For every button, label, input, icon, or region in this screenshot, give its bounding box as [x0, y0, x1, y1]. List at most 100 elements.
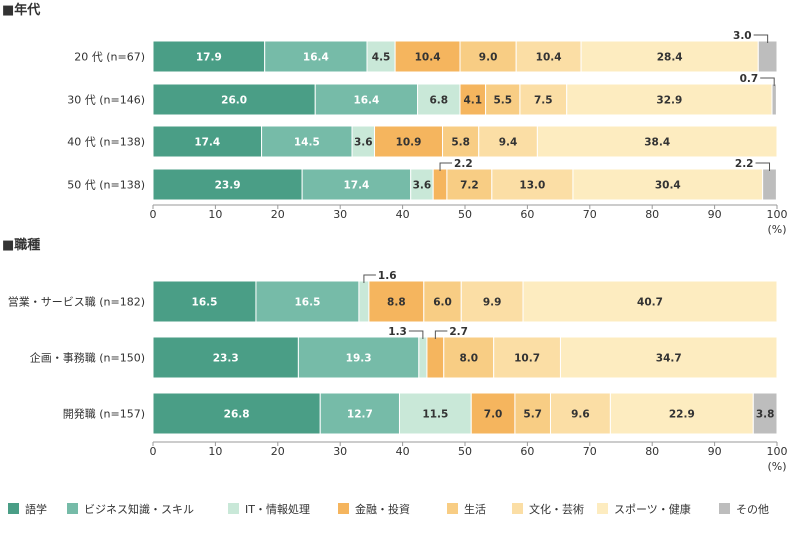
bar-segment	[264, 40, 368, 73]
bar-value-label: 30.4	[655, 180, 681, 192]
bar-segment	[374, 125, 444, 158]
bar-value-label: 16.5	[294, 297, 320, 309]
row-label: 20 代 (n=67)	[74, 51, 145, 64]
bar-value-label: 22.9	[669, 409, 695, 421]
callout-line	[753, 34, 769, 43]
legend-label: 生活	[464, 502, 486, 516]
bar-value-label: 3.6	[413, 180, 432, 192]
callout-label: 3.0	[733, 30, 752, 42]
bar-segment	[443, 336, 495, 379]
callout-line	[755, 162, 771, 171]
callout-label: 2.2	[735, 158, 754, 170]
legend-swatch	[67, 503, 78, 514]
bar-segment	[152, 392, 321, 435]
bar-segment	[417, 83, 461, 116]
x-tick-label: 30	[333, 208, 347, 221]
bar-segment	[580, 40, 759, 73]
bar-segment	[478, 125, 538, 158]
section-title: ■年代	[2, 2, 40, 18]
callout-label: 0.7	[740, 73, 759, 85]
x-tick-label: 70	[583, 445, 597, 458]
bar-value-label: 26.8	[224, 409, 250, 421]
bar-segment	[152, 168, 303, 201]
legend-swatch	[447, 503, 458, 514]
bar-segment	[446, 168, 493, 201]
bar-value-label: 7.0	[484, 409, 503, 421]
bar-segment	[559, 336, 778, 379]
legend-swatch	[8, 503, 19, 514]
callout-line	[408, 330, 424, 339]
bar-value-label: 17.4	[194, 137, 220, 149]
callout-label: 2.7	[449, 326, 468, 338]
bar-value-label: 23.3	[213, 353, 239, 365]
x-tick-label: 0	[150, 445, 157, 458]
legend-label: スポーツ・健康	[614, 502, 691, 516]
callout-line	[439, 162, 453, 171]
legend-label: 語学	[25, 502, 47, 516]
x-tick-label: 30	[333, 445, 347, 458]
x-tick-label: 20	[271, 445, 285, 458]
bar-segment	[358, 280, 370, 323]
x-tick-label: 80	[645, 445, 659, 458]
bar-segment	[515, 40, 582, 73]
bar-segment	[459, 83, 487, 116]
bar-value-label: 38.4	[644, 137, 670, 149]
row-label: 50 代 (n=138)	[67, 179, 145, 192]
bar-segment	[319, 392, 400, 435]
bar-value-label: 7.5	[534, 95, 553, 107]
bar-value-label: 34.7	[656, 353, 682, 365]
x-tick-label: 60	[520, 208, 534, 221]
bar-value-label: 19.3	[346, 353, 372, 365]
bar-segment	[314, 83, 419, 116]
x-tick-label: 100	[767, 208, 788, 221]
bar-value-label: 10.7	[514, 353, 540, 365]
bar-segment	[572, 168, 764, 201]
bar-value-label: 3.8	[756, 409, 775, 421]
legend-swatch	[228, 503, 239, 514]
legend-label: 金融・投資	[355, 502, 410, 516]
legend-swatch	[719, 503, 730, 514]
bar-segment	[514, 392, 551, 435]
bar-value-label: 16.4	[353, 95, 379, 107]
bar-segment	[460, 280, 524, 323]
bar-segment	[536, 125, 778, 158]
section-title: ■職種	[2, 237, 40, 253]
bar-value-label: 14.5	[294, 137, 320, 149]
x-tick-label: 40	[396, 208, 410, 221]
bar-value-label: 26.0	[221, 95, 247, 107]
bar-segment	[757, 40, 778, 73]
bar-segment	[261, 125, 353, 158]
x-tick-label: 60	[520, 445, 534, 458]
x-tick-label: 80	[645, 208, 659, 221]
unit-label: (%)	[767, 223, 786, 236]
bar-value-label: 10.9	[396, 137, 422, 149]
bar-value-label: 4.5	[372, 52, 391, 64]
bar-value-label: 40.7	[637, 297, 663, 309]
row-label: 40 代 (n=138)	[67, 136, 145, 149]
bar-value-label: 9.6	[571, 409, 590, 421]
row-label: 開発職 (n=157)	[63, 407, 145, 421]
x-tick-label: 90	[708, 445, 722, 458]
bar-segment	[442, 125, 480, 158]
row-label: 営業・サービス職 (n=182)	[8, 295, 145, 309]
bar-value-label: 10.4	[415, 52, 441, 64]
bar-segment	[301, 168, 412, 201]
bar-value-label: 9.9	[483, 297, 502, 309]
x-tick-label: 20	[271, 208, 285, 221]
bar-value-label: 11.5	[422, 409, 448, 421]
bar-segment	[470, 392, 516, 435]
x-tick-label: 50	[458, 208, 472, 221]
callout-line	[434, 330, 448, 339]
bar-value-label: 9.4	[499, 137, 518, 149]
bar-value-label: 10.4	[536, 52, 562, 64]
callout-label: 1.3	[388, 326, 407, 338]
legend-swatch	[512, 503, 523, 514]
bar-value-label: 16.5	[192, 297, 218, 309]
x-tick-label: 0	[150, 208, 157, 221]
bar-segment	[491, 168, 574, 201]
x-tick-label: 90	[708, 208, 722, 221]
x-tick-label: 40	[396, 445, 410, 458]
x-tick-label: 10	[208, 208, 222, 221]
legend-swatch	[597, 503, 608, 514]
bar-value-label: 32.9	[656, 95, 682, 107]
